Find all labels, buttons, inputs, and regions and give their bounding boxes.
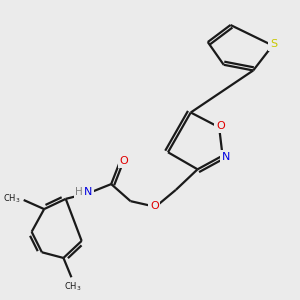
Text: N: N [84,187,93,197]
Text: CH$_3$: CH$_3$ [64,281,81,293]
Text: H: H [76,187,83,197]
Text: O: O [119,156,128,167]
Text: S: S [270,39,277,49]
Text: O: O [150,201,159,211]
Text: N: N [222,152,230,162]
Text: O: O [216,121,225,131]
Text: CH$_3$: CH$_3$ [3,193,20,205]
